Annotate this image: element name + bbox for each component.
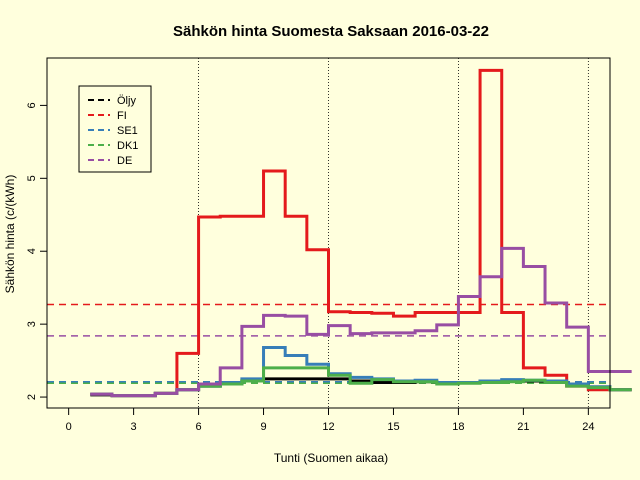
vertical-guides xyxy=(198,58,589,408)
price-series xyxy=(90,68,632,398)
series-line-2 xyxy=(90,68,632,398)
x-axis-label: Tunti (Suomen aikaa) xyxy=(274,451,388,465)
x-tick-label-12: 12 xyxy=(322,421,334,433)
legend-label-5: DE xyxy=(117,155,132,167)
chart-title: Sähkön hinta Suomesta Saksaan 2016-03-22 xyxy=(173,23,489,40)
x-tick-label-6: 6 xyxy=(196,421,202,433)
legend-label-2: FI xyxy=(117,110,127,122)
x-tick-label-0: 0 xyxy=(66,421,72,433)
y-axis-label: Sähkön hinta (c/(kWh) xyxy=(3,175,17,294)
x-tick-label-15: 15 xyxy=(387,421,399,433)
y-axis: 2 3 4 5 6 xyxy=(26,102,48,400)
x-tick-label-9: 9 xyxy=(260,421,266,433)
y-tick-label-3: 3 xyxy=(26,321,38,327)
x-axis: 0 3 6 9 12 15 18 21 24 xyxy=(66,407,594,433)
y-tick-label-6: 6 xyxy=(26,102,38,108)
series-line-5 xyxy=(90,246,632,398)
x-tick-label-24: 24 xyxy=(582,421,594,433)
x-tick-label-21: 21 xyxy=(517,421,529,433)
x-tick-label-18: 18 xyxy=(452,421,464,433)
y-tick-label-2: 2 xyxy=(26,394,38,400)
y-tick-label-4: 4 xyxy=(26,248,38,254)
legend-label-3: SE1 xyxy=(117,125,138,137)
legend: Öljy FI SE1 DK1 DE xyxy=(78,85,152,173)
y-tick-label-5: 5 xyxy=(26,175,38,181)
legend-label-4: DK1 xyxy=(117,140,138,152)
legend-box xyxy=(78,85,152,173)
x-tick-label-3: 3 xyxy=(131,421,137,433)
series-line-3 xyxy=(90,345,632,398)
legend-label-1: Öljy xyxy=(117,95,136,107)
